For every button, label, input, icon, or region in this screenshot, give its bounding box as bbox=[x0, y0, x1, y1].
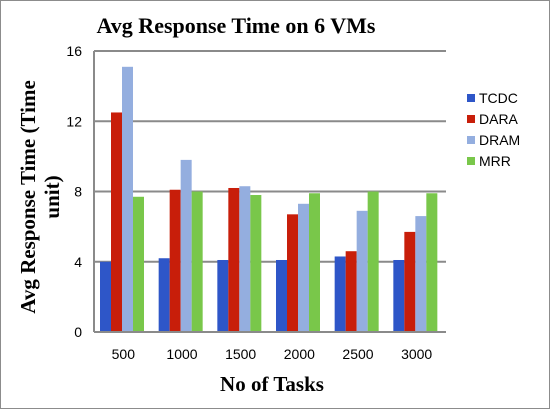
y-tick-labels: 0 4 8 12 16 bbox=[66, 43, 82, 340]
bar-dram-3000 bbox=[415, 216, 427, 332]
bar-mrr-1000 bbox=[191, 191, 203, 332]
bar-dara-500 bbox=[111, 112, 122, 332]
bars bbox=[100, 66, 438, 333]
y-axis-title-line2: unit) bbox=[40, 175, 64, 218]
y-axis-title-line1: Avg Response Time (Time bbox=[16, 80, 40, 314]
bar-tcdc-500 bbox=[100, 261, 111, 332]
x-tick-label-1000: 1000 bbox=[166, 346, 197, 362]
bar-dram-1500 bbox=[239, 186, 251, 332]
bar-tcdc-1000 bbox=[158, 258, 170, 332]
legend-swatch-dram bbox=[467, 136, 475, 144]
bar-mrr-2000 bbox=[309, 193, 320, 332]
x-tick-labels: 500 1000 1500 2000 2500 3000 bbox=[112, 346, 433, 362]
bar-mrr-2500 bbox=[367, 191, 379, 332]
x-tick-label-3000: 3000 bbox=[401, 346, 432, 362]
x-tick-label-2000: 2000 bbox=[284, 346, 315, 362]
bar-mrr-3000 bbox=[426, 193, 438, 332]
y-tick-label-1: 4 bbox=[74, 254, 82, 270]
x-tick-label-500: 500 bbox=[112, 346, 136, 362]
y-tick-label-4: 16 bbox=[66, 43, 82, 59]
legend: TCDC DARA DRAM MRR bbox=[467, 90, 520, 169]
bar-dara-1000 bbox=[169, 189, 181, 332]
legend-swatch-mrr bbox=[467, 157, 475, 165]
legend-label-tcdc: TCDC bbox=[479, 90, 518, 106]
bar-dara-2500 bbox=[345, 251, 357, 332]
chart-title: Avg Response Time on 6 VMs bbox=[97, 13, 376, 38]
legend-swatch-tcdc bbox=[467, 94, 475, 102]
bar-mrr-500 bbox=[133, 196, 144, 332]
y-tick-label-2: 8 bbox=[74, 184, 82, 200]
x-tick-label-1500: 1500 bbox=[225, 346, 256, 362]
bar-dram-2000 bbox=[298, 203, 309, 332]
legend-label-mrr: MRR bbox=[479, 153, 511, 169]
legend-label-dara: DARA bbox=[479, 111, 519, 127]
y-tick-label-0: 0 bbox=[74, 324, 82, 340]
bar-tcdc-2500 bbox=[334, 256, 346, 332]
y-tick-label-3: 12 bbox=[66, 113, 82, 129]
x-tick-label-2500: 2500 bbox=[342, 346, 373, 362]
x-axis-title: No of Tasks bbox=[220, 372, 324, 396]
bar-tcdc-1500 bbox=[217, 259, 229, 332]
bar-dram-2500 bbox=[356, 210, 368, 332]
bar-dara-3000 bbox=[404, 231, 416, 332]
bar-tcdc-2000 bbox=[276, 259, 287, 332]
legend-label-dram: DRAM bbox=[479, 132, 520, 148]
legend-swatch-dara bbox=[467, 115, 475, 123]
gridlines bbox=[94, 50, 446, 263]
bar-dara-1500 bbox=[228, 187, 240, 332]
bar-dram-1000 bbox=[180, 159, 192, 332]
bar-mrr-1500 bbox=[250, 195, 262, 332]
bar-dram-500 bbox=[122, 66, 133, 333]
bar-tcdc-3000 bbox=[393, 259, 405, 332]
axes bbox=[93, 51, 446, 333]
bar-dara-2000 bbox=[287, 214, 298, 332]
